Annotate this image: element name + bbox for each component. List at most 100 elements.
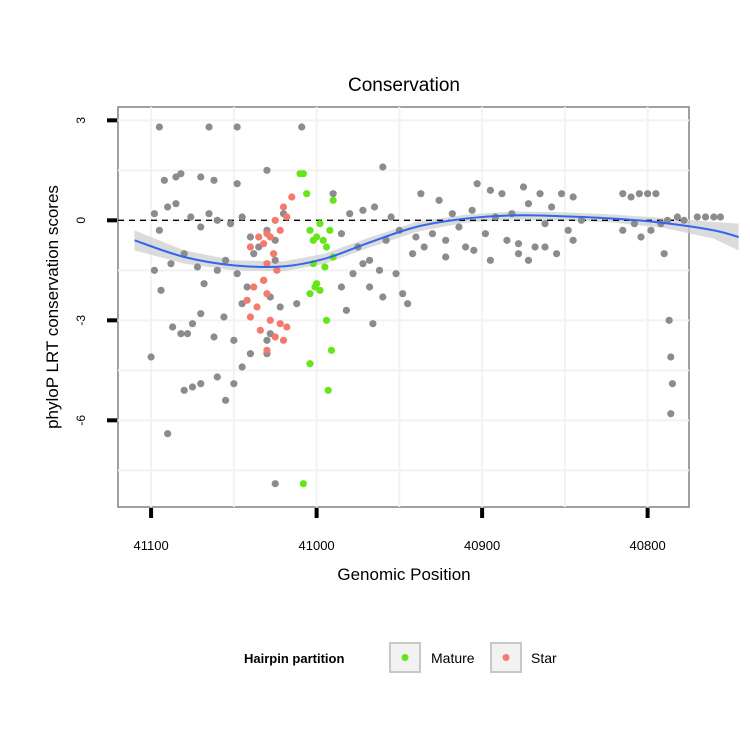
point-other bbox=[250, 250, 258, 258]
y-tick-label: 0 bbox=[74, 217, 88, 224]
point-other bbox=[387, 213, 395, 221]
data-points bbox=[147, 123, 725, 488]
point-other bbox=[365, 256, 374, 264]
point-other bbox=[213, 373, 221, 381]
point-star bbox=[250, 283, 258, 291]
point-other bbox=[188, 320, 197, 328]
point-other bbox=[428, 230, 437, 238]
point-star bbox=[246, 313, 255, 321]
legend-swatch-mature bbox=[401, 654, 409, 661]
point-other bbox=[442, 253, 450, 261]
point-other bbox=[210, 333, 218, 341]
point-other bbox=[652, 190, 660, 198]
point-other bbox=[329, 190, 337, 198]
y-tick-label: -3 bbox=[74, 315, 88, 326]
point-other bbox=[701, 213, 710, 221]
point-other bbox=[557, 190, 566, 198]
point-other bbox=[271, 480, 279, 488]
point-other bbox=[349, 270, 357, 278]
point-other bbox=[243, 283, 251, 291]
point-other bbox=[375, 266, 384, 274]
legend-title: Hairpin partition bbox=[244, 651, 344, 666]
point-other bbox=[531, 243, 539, 251]
point-other bbox=[238, 213, 246, 221]
point-other bbox=[226, 220, 235, 228]
point-other bbox=[627, 193, 635, 201]
point-other bbox=[564, 226, 572, 234]
point-other bbox=[221, 396, 230, 404]
smooth-line bbox=[134, 214, 739, 268]
point-other bbox=[710, 213, 718, 221]
point-other bbox=[498, 190, 506, 198]
point-star bbox=[271, 216, 279, 224]
point-other bbox=[233, 270, 241, 278]
y-axis-label: phyloP LRT conservation scores bbox=[43, 185, 62, 429]
point-other bbox=[263, 166, 271, 174]
point-star bbox=[269, 250, 278, 258]
plot-panel bbox=[117, 106, 690, 508]
point-other bbox=[167, 260, 175, 268]
point-other bbox=[180, 386, 188, 394]
point-other bbox=[481, 230, 490, 238]
point-mature bbox=[326, 226, 334, 234]
point-other bbox=[337, 230, 346, 238]
point-other bbox=[382, 236, 390, 244]
point-other bbox=[569, 193, 577, 201]
point-mature bbox=[316, 220, 324, 228]
point-other bbox=[470, 246, 478, 254]
point-other bbox=[197, 380, 205, 388]
point-other bbox=[420, 243, 428, 251]
point-other bbox=[370, 203, 379, 211]
point-other bbox=[197, 173, 205, 181]
point-other bbox=[298, 123, 306, 131]
point-other bbox=[230, 336, 238, 344]
point-other bbox=[667, 410, 675, 418]
x-axis-label: Genomic Position bbox=[337, 565, 470, 584]
point-other bbox=[541, 220, 549, 228]
point-other bbox=[486, 256, 494, 264]
smooth-fit-line bbox=[134, 214, 739, 268]
point-other bbox=[276, 303, 284, 311]
point-star bbox=[263, 260, 271, 268]
point-other bbox=[365, 283, 374, 291]
point-other bbox=[524, 200, 533, 208]
point-other bbox=[164, 430, 172, 438]
point-other bbox=[293, 300, 301, 308]
point-other bbox=[392, 270, 400, 278]
y-tick-label: -6 bbox=[74, 415, 88, 426]
point-other bbox=[172, 200, 180, 208]
point-star bbox=[271, 333, 279, 341]
point-other bbox=[359, 260, 367, 268]
point-other bbox=[359, 206, 367, 214]
point-mature bbox=[319, 236, 327, 244]
point-star bbox=[255, 233, 263, 241]
point-mature bbox=[306, 290, 314, 298]
point-other bbox=[404, 300, 412, 308]
point-star bbox=[276, 226, 284, 234]
x-tick-label: 40900 bbox=[464, 538, 500, 553]
point-mature bbox=[329, 196, 337, 204]
point-other bbox=[246, 233, 255, 241]
point-other bbox=[680, 216, 688, 224]
point-mature bbox=[299, 170, 307, 178]
y-tick-label: 3 bbox=[74, 117, 88, 124]
point-other bbox=[693, 213, 701, 221]
point-other bbox=[630, 220, 638, 228]
point-mature bbox=[311, 283, 319, 291]
point-other bbox=[442, 236, 450, 244]
point-other bbox=[197, 223, 205, 231]
point-mature bbox=[306, 226, 314, 234]
point-other bbox=[233, 123, 241, 131]
point-mature bbox=[321, 263, 329, 271]
point-other bbox=[369, 320, 377, 328]
point-other bbox=[412, 233, 420, 241]
point-other bbox=[150, 210, 159, 218]
point-other bbox=[200, 280, 208, 288]
x-tick-label: 40800 bbox=[630, 538, 666, 553]
point-other bbox=[263, 336, 271, 344]
point-other bbox=[177, 170, 185, 178]
point-other bbox=[486, 186, 494, 194]
legend: Hairpin partition Mature Star bbox=[244, 642, 557, 673]
point-other bbox=[379, 163, 387, 171]
point-star bbox=[288, 193, 296, 201]
